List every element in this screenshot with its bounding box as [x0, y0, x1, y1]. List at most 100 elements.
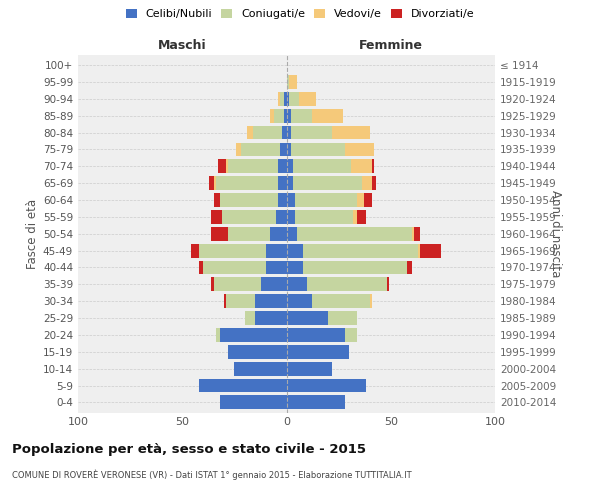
Bar — [290, 126, 332, 140]
Bar — [290, 142, 345, 156]
Text: COMUNE DI ROVERÈ VERONESE (VR) - Dati ISTAT 1° gennaio 2015 - Elaborazione TUTTI: COMUNE DI ROVERÈ VERONESE (VR) - Dati IS… — [12, 469, 412, 480]
Bar — [228, 227, 270, 240]
Bar — [274, 109, 284, 122]
Bar — [270, 109, 274, 122]
Y-axis label: Anni di nascita: Anni di nascita — [549, 190, 562, 278]
Bar — [280, 142, 287, 156]
Bar — [218, 160, 226, 173]
Bar — [247, 126, 253, 140]
Bar — [228, 345, 287, 358]
Bar — [228, 160, 278, 173]
Text: Maschi: Maschi — [158, 40, 206, 52]
Bar — [287, 396, 345, 409]
Bar — [328, 311, 358, 325]
Bar — [307, 278, 386, 291]
Bar — [287, 378, 366, 392]
Y-axis label: Fasce di età: Fasce di età — [26, 198, 39, 269]
Bar — [283, 126, 287, 140]
Bar — [297, 227, 412, 240]
Bar — [407, 260, 412, 274]
Bar — [287, 227, 297, 240]
Bar — [255, 311, 287, 325]
Legend: Celibi/Nubili, Coniugati/e, Vedovi/e, Divorziati/e: Celibi/Nubili, Coniugati/e, Vedovi/e, Di… — [122, 6, 478, 22]
Bar — [226, 294, 255, 308]
Bar — [276, 210, 287, 224]
Bar — [287, 92, 289, 106]
Bar — [236, 142, 241, 156]
Bar — [420, 244, 441, 258]
Bar — [255, 294, 287, 308]
Bar — [287, 345, 349, 358]
Bar — [287, 244, 303, 258]
Bar — [214, 278, 262, 291]
Bar — [293, 176, 362, 190]
Bar — [364, 193, 372, 207]
Bar — [386, 278, 389, 291]
Bar — [199, 260, 203, 274]
Bar — [278, 92, 280, 106]
Text: Popolazione per età, sesso e stato civile - 2015: Popolazione per età, sesso e stato civil… — [12, 442, 366, 456]
Bar — [284, 109, 287, 122]
Bar — [295, 210, 353, 224]
Bar — [299, 92, 316, 106]
Bar — [266, 260, 287, 274]
Bar — [224, 294, 226, 308]
Bar — [418, 244, 420, 258]
Bar — [235, 362, 287, 376]
Bar — [413, 227, 420, 240]
Text: Femmine: Femmine — [359, 40, 423, 52]
Bar — [287, 160, 293, 173]
Bar — [199, 244, 266, 258]
Bar — [278, 160, 287, 173]
Bar — [220, 396, 287, 409]
Bar — [287, 294, 311, 308]
Bar — [311, 109, 343, 122]
Bar — [412, 227, 413, 240]
Bar — [353, 210, 358, 224]
Bar — [199, 378, 287, 392]
Bar — [287, 210, 295, 224]
Bar — [303, 244, 418, 258]
Bar — [211, 227, 228, 240]
Bar — [289, 75, 297, 89]
Bar — [372, 160, 374, 173]
Bar — [287, 109, 290, 122]
Bar — [332, 126, 370, 140]
Bar — [351, 160, 372, 173]
Bar — [345, 142, 374, 156]
Bar — [287, 75, 289, 89]
Bar — [293, 160, 351, 173]
Bar — [241, 142, 280, 156]
Bar — [287, 193, 295, 207]
Bar — [280, 92, 284, 106]
Bar — [372, 176, 376, 190]
Bar — [253, 126, 283, 140]
Bar — [362, 176, 372, 190]
Bar — [287, 362, 332, 376]
Bar — [191, 244, 199, 258]
Bar — [287, 260, 303, 274]
Bar — [222, 210, 276, 224]
Bar — [270, 227, 287, 240]
Bar — [287, 278, 307, 291]
Bar — [266, 244, 287, 258]
Bar — [287, 176, 293, 190]
Bar — [287, 142, 290, 156]
Bar — [211, 278, 214, 291]
Bar — [358, 210, 366, 224]
Bar — [278, 193, 287, 207]
Bar — [220, 193, 278, 207]
Bar — [284, 92, 287, 106]
Bar — [289, 92, 299, 106]
Bar — [226, 160, 228, 173]
Bar — [345, 328, 358, 342]
Bar — [262, 278, 287, 291]
Bar — [220, 328, 287, 342]
Bar — [287, 328, 345, 342]
Bar — [295, 193, 358, 207]
Bar — [278, 176, 287, 190]
Bar — [370, 294, 372, 308]
Bar — [214, 176, 215, 190]
Bar — [287, 126, 290, 140]
Bar — [290, 109, 311, 122]
